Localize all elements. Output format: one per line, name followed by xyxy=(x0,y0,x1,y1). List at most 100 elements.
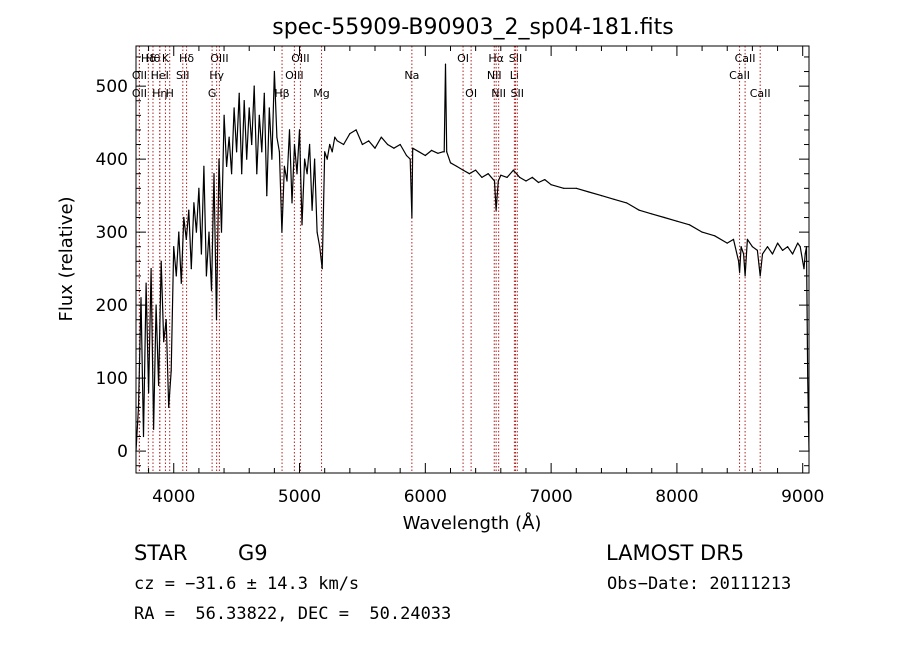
x-tick-label: 7000 xyxy=(529,487,572,507)
spectrum-point xyxy=(286,180,288,182)
chart-title: spec-55909-B90903_2_sp04-181.fits xyxy=(272,15,674,40)
spectrum-point xyxy=(544,179,546,181)
spectral-line-label: CaII xyxy=(729,69,750,82)
spectrum-point xyxy=(324,151,326,153)
spectrum-point xyxy=(200,253,202,255)
spectrum-point xyxy=(393,147,395,149)
y-tick-label: 400 xyxy=(96,150,128,170)
spectrum-point xyxy=(205,275,207,277)
spectrum-point xyxy=(301,224,303,226)
spectrum-point xyxy=(278,151,280,153)
spectrum-point xyxy=(241,173,243,175)
spectrum-point xyxy=(766,246,769,248)
spectrum-point xyxy=(374,147,376,149)
spectrum-point xyxy=(777,242,779,244)
spectrum-point xyxy=(319,246,321,248)
spectrum-point xyxy=(213,173,215,175)
spectrum-point xyxy=(188,209,190,211)
x-axis-label: Wavelength (Å) xyxy=(403,512,542,534)
spectrum-point xyxy=(550,184,552,186)
spectrum-point xyxy=(411,216,413,219)
spectrum-point xyxy=(519,176,521,178)
spectrum-point xyxy=(399,143,401,146)
spectrum-point xyxy=(405,154,408,157)
spectrum-point xyxy=(256,173,258,175)
spectrum-point xyxy=(738,260,740,262)
spectrum-point xyxy=(743,253,745,255)
spectrum-point xyxy=(361,143,363,146)
spectrum-point xyxy=(456,165,458,167)
spectrum-point xyxy=(409,158,411,160)
spectrum-point xyxy=(198,187,200,189)
spectrum-point xyxy=(431,149,433,151)
spectrum-point xyxy=(368,140,370,142)
spectrum-point xyxy=(314,158,316,160)
spectrum-point xyxy=(163,341,165,343)
spectral-line-label: CaII xyxy=(735,52,756,65)
spectrum-point xyxy=(804,253,806,255)
survey-name: LAMOST DR5 xyxy=(606,541,745,565)
spectrum-point xyxy=(233,107,235,109)
spectrum-point xyxy=(588,191,590,193)
spectrum-point xyxy=(190,268,192,270)
spectrum-point xyxy=(613,198,615,200)
spectrum-point xyxy=(293,143,296,146)
spectrum-point xyxy=(387,143,389,146)
spectrum-point xyxy=(158,384,160,386)
spectrum-point xyxy=(185,238,187,240)
x-tick-label: 5000 xyxy=(278,487,321,507)
plot-axes xyxy=(135,45,810,474)
spectrum-point xyxy=(336,140,338,142)
spectrum-point xyxy=(739,271,741,273)
axis-ticks: 4000 5000 6000 7000 8000 9000 0 100 200 300 400 500 xyxy=(96,46,824,507)
spectrum-point xyxy=(744,275,746,277)
spectrum-point xyxy=(253,85,255,87)
spectral-line-label: Hα xyxy=(488,52,504,65)
coordinates-info: RA = 56.33822, DEC = 50.24033 xyxy=(134,604,452,624)
spectrum-point xyxy=(746,238,749,240)
spectrum-point xyxy=(251,143,253,146)
spectral-line-label: Hδ xyxy=(179,52,194,65)
spectrum-point xyxy=(688,224,691,226)
spectral-line-label: Hγ xyxy=(209,69,224,82)
spectrum-point xyxy=(142,435,145,438)
x-tick-label: 9000 xyxy=(781,487,824,507)
spectrum-point xyxy=(145,282,147,284)
spectrum-point xyxy=(481,176,483,178)
spectrum-point xyxy=(248,107,250,109)
spectrum-point xyxy=(309,143,311,146)
spectrum-point xyxy=(802,260,804,262)
spectrum-point xyxy=(512,169,515,171)
spectrum-point xyxy=(271,158,273,160)
spectrum-point xyxy=(343,143,345,146)
y-tick-label: 500 xyxy=(96,77,128,97)
plot-frame xyxy=(135,45,810,474)
spectral-line-label: OI xyxy=(465,87,477,100)
spectrum-point xyxy=(168,406,170,408)
spectrum-point xyxy=(475,169,477,171)
spectrum-point xyxy=(759,275,761,277)
spectrum-point xyxy=(537,181,540,184)
spectrum-point xyxy=(321,268,323,270)
x-tick-label: 6000 xyxy=(404,487,447,507)
spectrum-point xyxy=(756,249,759,251)
spectrum-point xyxy=(525,180,527,182)
spectrum-point xyxy=(266,195,268,197)
spectrum-line xyxy=(135,63,810,452)
spectral-line-label: Hη xyxy=(152,87,167,100)
spectrum-point xyxy=(412,147,414,149)
spectral-line-label: Hδ xyxy=(141,52,156,65)
spectrum-point xyxy=(761,253,764,255)
spectrum-point xyxy=(732,238,735,240)
spectrum-point xyxy=(563,187,565,189)
spectrum-point xyxy=(160,260,162,262)
spectrum-point xyxy=(238,92,240,94)
spectrum-point xyxy=(296,173,298,175)
spectrum-point xyxy=(787,246,789,248)
spectrum-point xyxy=(276,136,278,138)
spectrum-point xyxy=(178,231,180,233)
spectrum-point xyxy=(183,216,185,219)
